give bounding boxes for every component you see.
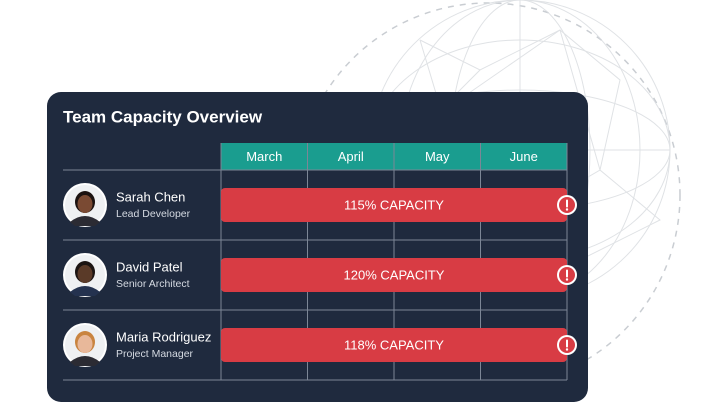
capacity-bar bbox=[221, 258, 567, 292]
avatar-face bbox=[77, 265, 93, 283]
warning-icon-dot bbox=[565, 278, 569, 281]
month-header-cell bbox=[480, 143, 567, 170]
member-row: Maria Rodriguez Project Manager 118% CAPAC… bbox=[63, 323, 577, 367]
avatar bbox=[63, 183, 107, 227]
warning-icon bbox=[557, 335, 577, 355]
warning-icon bbox=[557, 195, 577, 215]
warning-icon bbox=[557, 265, 577, 285]
avatar-body bbox=[70, 216, 100, 226]
avatar-body bbox=[70, 356, 100, 366]
month-label: June bbox=[510, 149, 538, 164]
member-role: Senior Architect bbox=[116, 278, 190, 290]
avatar-body bbox=[70, 286, 100, 296]
avatar-face bbox=[77, 335, 93, 353]
warning-icon-dot bbox=[565, 348, 569, 351]
capacity-bar bbox=[221, 328, 567, 362]
member-row: David Patel Senior Architect 120% CAPACITY bbox=[63, 253, 577, 297]
capacity-bar bbox=[221, 188, 567, 222]
avatar-face bbox=[77, 195, 93, 213]
month-header-cell bbox=[307, 143, 394, 170]
month-label: May bbox=[425, 149, 450, 164]
month-header-cell bbox=[221, 143, 308, 170]
card-title: Team Capacity Overview bbox=[63, 107, 263, 126]
member-name: Maria Rodriguez bbox=[116, 329, 211, 344]
month-header-cell bbox=[394, 143, 481, 170]
member-role: Lead Developer bbox=[116, 208, 191, 220]
member-name: David Patel bbox=[116, 259, 183, 274]
capacity-label: 120% CAPACITY bbox=[344, 267, 445, 282]
avatar bbox=[63, 253, 107, 297]
member-role: Project Manager bbox=[116, 348, 194, 360]
capacity-label: 115% CAPACITY bbox=[344, 197, 444, 212]
grid: March April May June bbox=[63, 143, 568, 381]
member-row: Sarah Chen Lead Developer 115% CAPACITY bbox=[63, 183, 577, 227]
warning-icon-dot bbox=[565, 208, 569, 211]
month-label: April bbox=[338, 149, 364, 164]
rows: Sarah Chen Lead Developer 115% CAPACITY Dav… bbox=[63, 183, 577, 367]
capacity-label: 118% CAPACITY bbox=[344, 337, 444, 352]
avatar bbox=[63, 323, 107, 367]
month-label: March bbox=[246, 149, 282, 164]
member-name: Sarah Chen bbox=[116, 189, 185, 204]
